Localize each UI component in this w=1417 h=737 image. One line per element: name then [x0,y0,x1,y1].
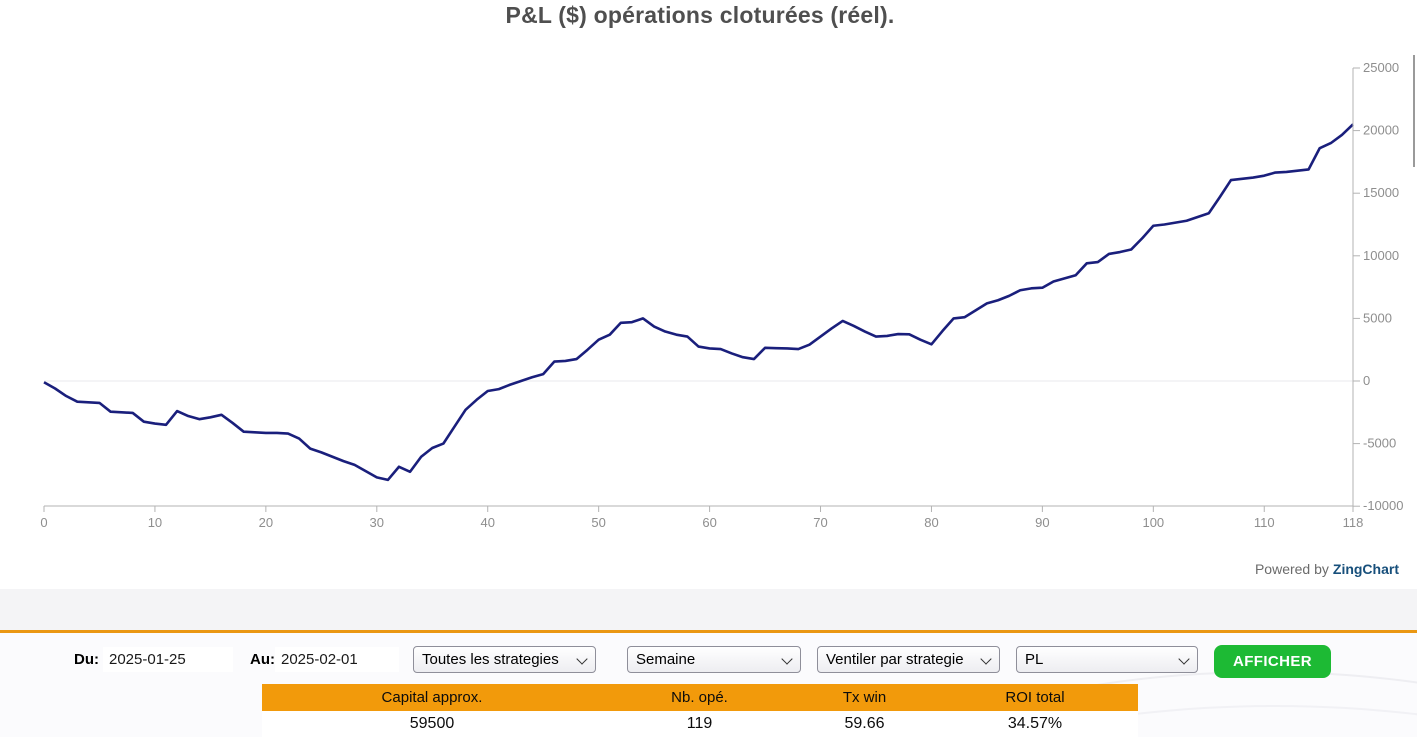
svg-text:10000: 10000 [1363,248,1399,263]
period-select[interactable]: Semaine [627,646,801,673]
svg-text:90: 90 [1035,515,1049,530]
svg-text:118: 118 [1343,515,1364,530]
svg-text:60: 60 [702,515,716,530]
metric-select[interactable]: PL [1016,646,1198,673]
header-tx-win: Tx win [842,689,887,706]
du-date-input[interactable] [103,647,233,672]
breakdown-select[interactable]: Ventiler par strategie [817,646,1000,673]
svg-text:80: 80 [924,515,938,530]
svg-text:30: 30 [370,515,384,530]
svg-text:110: 110 [1254,515,1275,530]
zingchart-link[interactable]: ZingChart [1332,561,1399,577]
svg-text:0: 0 [1363,373,1370,388]
svg-text:10: 10 [148,515,162,530]
strategy-select[interactable]: Toutes les strategies [413,646,596,673]
gray-band [0,589,1417,630]
svg-text:15000: 15000 [1363,185,1399,200]
svg-text:-10000: -10000 [1363,498,1403,513]
value-tx-win: 59.66 [844,715,885,732]
svg-text:20000: 20000 [1363,123,1399,138]
au-label: Au: [250,651,275,668]
du-label: Du: [74,651,99,668]
header-nb-ope: Nb. opé. [671,689,728,706]
scrollbar-thumb[interactable] [1413,55,1415,167]
value-roi: 34.57% [1007,715,1063,732]
orange-divider [0,630,1417,633]
header-roi: ROI total [1005,689,1065,706]
afficher-button[interactable]: AFFICHER [1214,645,1331,678]
powered-by: Powered by ZingChart [1255,561,1399,577]
chart-title: P&L ($) opérations cloturées (réel). [505,2,895,28]
pnl-line-chart: 0 10 20 30 40 50 60 70 80 90 100 110 118 25000 20000 15… [40,60,1403,530]
svg-text:5000: 5000 [1363,310,1392,325]
footer-panel: Du: Au: Toutes les strategies Semaine Ve… [0,633,1417,737]
svg-text:20: 20 [259,515,273,530]
summary-header-row: Capital approx. Nb. opé. Tx win ROI tota… [262,684,1138,711]
value-nb-ope: 119 [686,715,713,732]
svg-text:-5000: -5000 [1363,436,1396,451]
svg-text:100: 100 [1142,515,1164,530]
au-date-input[interactable] [275,647,399,672]
value-capital: 59500 [409,715,455,732]
svg-text:25000: 25000 [1363,60,1399,75]
svg-text:0: 0 [40,515,47,530]
summary-value-row: 59500 119 59.66 34.57% [262,711,1138,737]
powered-by-text: Powered by [1254,561,1329,577]
svg-text:40: 40 [480,515,494,530]
svg-text:70: 70 [813,515,827,530]
header-capital: Capital approx. [381,689,483,706]
svg-text:50: 50 [591,515,605,530]
